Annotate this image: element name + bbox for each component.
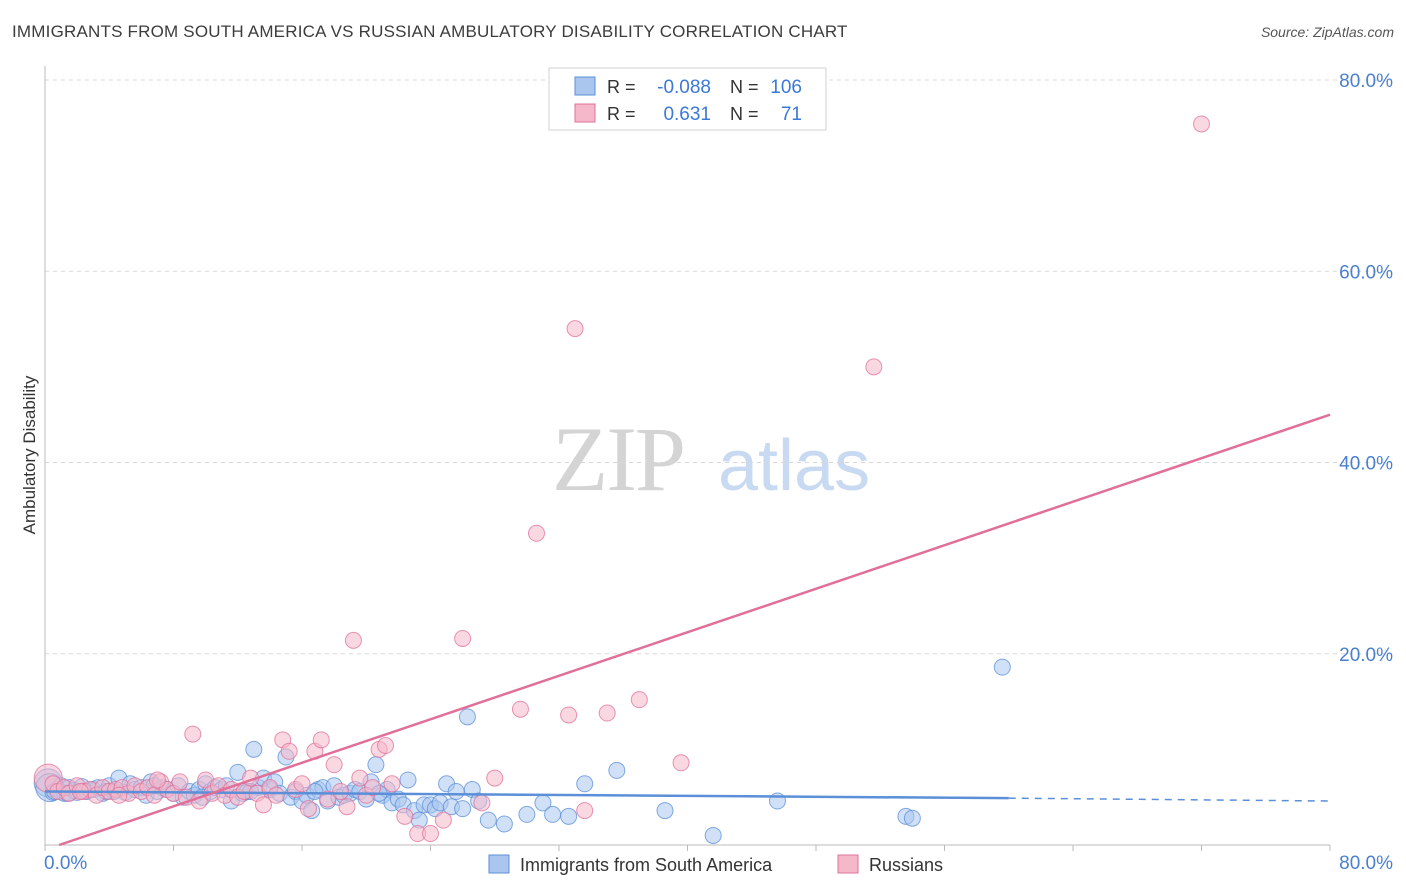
russians-point — [383, 775, 401, 793]
russians-point — [630, 691, 648, 709]
russians-point — [351, 769, 369, 787]
legend-n-value-pink: 71 — [781, 104, 802, 125]
legend-n-label-pink: N = — [730, 104, 759, 124]
russians-point — [312, 731, 330, 749]
russians-point — [332, 782, 350, 800]
x-tick-label: 0.0% — [44, 853, 87, 874]
bottom-legend-label-blue: Immigrants from South America — [520, 855, 773, 875]
russians-point — [267, 786, 285, 804]
immigrants-point — [704, 826, 722, 844]
chart-title: IMMIGRANTS FROM SOUTH AMERICA VS RUSSIAN… — [12, 22, 848, 41]
immigrants-point — [560, 807, 578, 825]
russians-point — [364, 779, 382, 797]
russians-point — [280, 742, 298, 760]
immigrants-point — [993, 658, 1011, 676]
immigrants-point — [903, 809, 921, 827]
bottom-legend-swatch-pink — [837, 854, 859, 874]
immigrants-point — [608, 761, 626, 779]
russians-trend-line — [58, 413, 1331, 847]
immigrants-point — [447, 782, 465, 800]
grid-lines — [45, 79, 1392, 655]
y-tick-label: 20.0% — [1339, 645, 1393, 666]
legend-r-label-pink: R = — [607, 104, 636, 124]
russians-point — [576, 802, 594, 820]
immigrants-trend-line — [44, 790, 1009, 800]
russians-point — [325, 756, 343, 774]
y-tick-label: 40.0% — [1339, 454, 1393, 475]
russians-point — [148, 771, 166, 789]
immigrants-point — [495, 815, 513, 833]
immigrants-point — [367, 756, 385, 774]
trend-lines — [44, 413, 1331, 847]
legend-n-value-blue: 106 — [770, 77, 802, 98]
russians-point — [672, 754, 690, 772]
series-immigrants-points — [33, 658, 1011, 844]
russians-point — [486, 769, 504, 787]
y-tick-label: 60.0% — [1339, 262, 1393, 283]
russians-point — [454, 629, 472, 647]
russians-point — [473, 794, 491, 812]
russians-point — [184, 725, 202, 743]
russians-point — [528, 524, 546, 542]
watermark-atlas: atlas — [718, 426, 870, 506]
y-axis-label: Ambulatory Disability — [20, 375, 39, 534]
immigrants-point — [454, 800, 472, 818]
legend-swatch-blue — [574, 76, 596, 96]
russians-point — [422, 825, 439, 843]
russians-point — [110, 786, 128, 804]
russians-point — [377, 737, 395, 755]
bottom-legend-label-pink: Russians — [869, 855, 943, 875]
bottom-legend-swatch-blue — [488, 854, 510, 874]
legend-n-label-blue: N = — [730, 77, 759, 97]
immigrants-point — [306, 782, 324, 800]
legend-r-value-pink: 0.631 — [663, 104, 711, 125]
immigrants-point — [479, 811, 497, 829]
immigrants-point — [458, 708, 476, 726]
immigrants-point — [245, 740, 263, 758]
russians-point — [566, 320, 584, 338]
stats-legend: R = -0.088 N = 106 R = 0.631 N = 71 — [548, 67, 827, 131]
russians-point — [254, 796, 272, 814]
russians-point — [319, 790, 337, 808]
immigrants-point — [399, 771, 417, 789]
russians-point — [1193, 115, 1210, 133]
russians-point — [511, 700, 529, 718]
russians-point — [865, 358, 883, 376]
russians-point — [299, 800, 317, 818]
immigrants-point — [656, 802, 674, 820]
tick-labels: 20.0% 40.0% 60.0% 80.0% 0.0% 80.0% — [44, 71, 1393, 874]
immigrants-point — [518, 805, 536, 823]
axes — [44, 66, 1331, 851]
russians-point — [598, 704, 616, 722]
immigrants-point — [576, 775, 594, 793]
immigrants-point — [544, 805, 562, 823]
russians-point — [434, 811, 452, 829]
russians-point — [396, 807, 414, 825]
watermark-zip: ZIP — [552, 408, 684, 510]
x-tick-label: 80.0% — [1339, 853, 1393, 874]
legend-r-value-blue: -0.088 — [657, 77, 711, 98]
y-tick-label: 80.0% — [1339, 71, 1393, 92]
russians-point — [338, 798, 356, 816]
russians-point — [560, 706, 578, 724]
source-label: Source: ZipAtlas.com — [1260, 24, 1394, 40]
bottom-legend: Immigrants from South America Russians — [488, 854, 943, 875]
legend-swatch-pink — [574, 103, 596, 123]
immigrants-trend-extension — [1008, 797, 1331, 802]
legend-r-label-blue: R = — [607, 77, 636, 97]
russians-point — [344, 631, 362, 649]
russians-point — [293, 775, 311, 793]
russians-point — [171, 773, 189, 791]
